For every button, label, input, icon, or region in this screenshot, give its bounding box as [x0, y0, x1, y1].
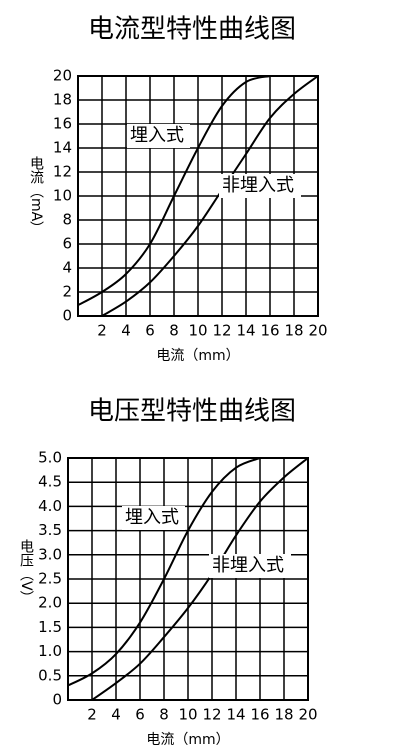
y-tick-label: 18 [53, 91, 72, 109]
plot-frame [67, 457, 309, 701]
x-tick-label: 10 [188, 322, 207, 340]
y-tick-label: 2.5 [38, 570, 62, 588]
x-tick-label: 20 [308, 322, 327, 340]
y-tick-label: 4 [62, 259, 72, 277]
y-axis-label: 电流（mA） [28, 156, 44, 235]
y-tick-label: 5.0 [38, 449, 62, 467]
y-tick-label: 0.5 [38, 666, 62, 684]
x-tick-label: 16 [260, 322, 279, 340]
series-line [91, 457, 309, 701]
y-tick-label: 0 [52, 691, 62, 709]
y-tick-label: 4.0 [38, 497, 62, 515]
x-tick-label: 14 [226, 706, 245, 724]
x-tick-label: 4 [111, 706, 121, 724]
y-tick-label: 4.5 [38, 473, 62, 491]
chart-title: 电流型特性曲线图 [88, 15, 296, 45]
x-axis-label: 电流（mm） [146, 732, 229, 748]
x-tick-label: 8 [159, 706, 169, 724]
y-tick-label: 12 [53, 163, 72, 181]
x-tick-label: 6 [145, 322, 155, 340]
x-tick-label: 6 [135, 706, 145, 724]
label-bg [127, 124, 190, 148]
x-tick-label: 12 [202, 706, 221, 724]
y-tick-label: 2 [62, 283, 72, 301]
x-tick-label: 18 [284, 322, 303, 340]
x-tick-label: 18 [274, 706, 293, 724]
x-tick-label: 12 [212, 322, 231, 340]
plot-frame [77, 75, 319, 317]
y-tick-label: 1.0 [38, 642, 62, 660]
x-tick-label: 10 [178, 706, 197, 724]
y-tick-label: 8 [62, 211, 72, 229]
x-tick-label: 4 [121, 322, 131, 340]
chart-title: 电压型特性曲线图 [88, 397, 296, 427]
y-tick-label: 10 [53, 187, 72, 205]
series-label: 埋入式 [125, 507, 179, 528]
y-tick-label: 16 [53, 115, 72, 133]
series-label: 非埋入式 [212, 555, 284, 576]
label-bg [219, 174, 301, 198]
y-tick-label: 20 [53, 67, 72, 85]
x-tick-label: 20 [298, 706, 317, 724]
y-tick-label: 1.5 [38, 618, 62, 636]
series-line [101, 75, 319, 317]
y-tick-label: 6 [62, 235, 72, 253]
label-bg [122, 506, 185, 530]
y-axis-label: 电压（V） [18, 539, 34, 605]
label-bg [209, 554, 291, 578]
y-tick-label: 3.0 [38, 545, 62, 563]
series-label: 埋入式 [130, 125, 184, 146]
x-tick-label: 14 [236, 322, 255, 340]
y-tick-label: 3.5 [38, 521, 62, 539]
y-tick-label: 14 [53, 139, 72, 157]
x-tick-label: 8 [169, 322, 179, 340]
x-axis-label: 电流（mm） [156, 348, 239, 364]
series-line [67, 457, 261, 687]
x-tick-label: 16 [250, 706, 269, 724]
series-label: 非埋入式 [222, 175, 294, 196]
y-tick-label: 2.0 [38, 594, 62, 612]
series-line [77, 75, 271, 307]
y-tick-label: 0 [62, 307, 72, 325]
x-tick-label: 2 [87, 706, 97, 724]
x-tick-label: 2 [97, 322, 107, 340]
